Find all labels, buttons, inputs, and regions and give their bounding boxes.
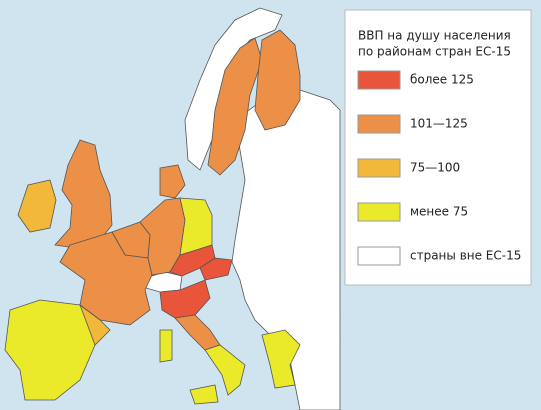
sicily <box>189 384 219 405</box>
sardinia <box>159 329 173 363</box>
iberia <box>4 299 101 401</box>
greece <box>261 329 301 389</box>
legend-title: по районам стран ЕС-15 <box>358 45 511 59</box>
legend-swatch <box>357 246 401 266</box>
legend-label: 101—125 <box>410 117 468 131</box>
italy-south <box>204 344 246 396</box>
legend-swatch <box>357 202 401 222</box>
sweden <box>207 37 263 176</box>
legend: ВВП на душу населения по районам стран ЕС… <box>357 29 521 266</box>
legend-swatch <box>357 158 401 178</box>
legend-label: страны вне ЕС-15 <box>410 249 521 263</box>
legend-swatch <box>357 114 401 134</box>
legend-label: менее 75 <box>410 205 468 219</box>
finland <box>254 29 301 131</box>
france <box>59 231 153 326</box>
legend-box <box>344 9 532 286</box>
denmark <box>159 164 186 199</box>
catalonia <box>79 303 111 346</box>
norway <box>184 7 283 171</box>
legend-label: 75—100 <box>410 161 460 175</box>
legend-label: более 125 <box>410 73 474 87</box>
ireland <box>17 179 57 233</box>
italy-north <box>159 279 211 319</box>
legend-title: ВВП на душу населения <box>358 29 511 43</box>
non-eu-east <box>231 89 341 410</box>
austria <box>199 257 233 281</box>
legend-swatch <box>357 70 401 90</box>
